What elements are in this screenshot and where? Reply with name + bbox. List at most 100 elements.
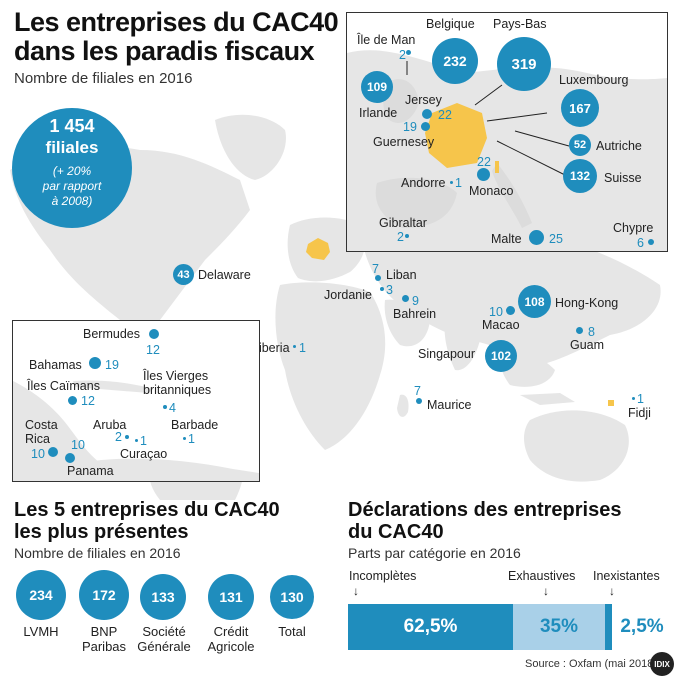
arrow-down-icon: ↓ [609,584,615,598]
label-macao: Macao [482,318,520,332]
dot-bahamas [89,357,101,369]
top5-title: Les 5 entreprises du CAC40 les plus prés… [14,499,280,543]
label-guam: Guam [570,338,605,352]
label-malte: Malte [491,232,522,246]
arrow-down-icon: ↓ [543,584,549,598]
france-inset-highlight [425,103,487,168]
label-iles-vierges: Îles Vierges britanniques [143,369,212,397]
total-note: (+ 20% par rapport à 2008) [12,164,132,209]
bubble-suisse: 132 [563,159,597,193]
bar-segment-2 [605,604,612,650]
dot-bermudes [149,329,159,339]
value-macao: 10 [489,305,503,319]
page-title: Les entreprises du CAC40 dans les paradi… [14,7,339,66]
label-iles-caimans: Îles Caïmans [27,379,100,393]
label-bahamas: Bahamas [29,358,82,372]
value-jersey: 22 [438,108,452,122]
dot-guam [576,327,583,334]
france-highlight [306,238,330,260]
page-subtitle: Nombre de filiales en 2016 [14,70,193,87]
cuba-land [73,380,153,393]
dot-iles-caimans [68,396,77,405]
dot-ile-de-man [406,50,411,55]
company-circle-lvmh: 234 [16,570,66,620]
company-name-bnp: BNP Paribas [81,624,127,654]
dot-jersey [422,109,432,119]
dot-malte [529,230,544,245]
value-iles-vierges: 4 [169,401,176,415]
company-circle-societe-generale: 133 [140,574,186,620]
company-name-total: Total [278,624,306,639]
category-label-2: Inexistantes [593,569,660,583]
south-america-coast-land [93,458,259,481]
arrow-pays-bas [474,84,503,106]
dot-macao [506,306,515,315]
africa-landmass [275,282,386,450]
value-andorre: 1 [455,176,462,190]
label-hong-kong: Hong-Kong [555,296,619,310]
value-costa-rica: 10 [31,447,45,461]
fidji-highlight [608,400,614,406]
madagascar-landmass [397,394,409,417]
dot-bahrein [402,295,409,302]
top5-subtitle: Nombre de filiales en 2016 [14,545,181,561]
arrow-suisse [496,140,570,178]
title-line-1: Les entreprises du CAC40 [14,7,339,37]
label-belgique: Belgique [426,17,475,31]
label-curacao: Curaçao [120,447,168,461]
dot-curacao [135,439,138,442]
value-bahrein: 9 [412,294,419,308]
label-barbade: Barbade [171,418,219,432]
label-maurice: Maurice [427,398,472,412]
label-jersey: Jersey [405,93,442,107]
total-note-line-2: par rapport [42,179,102,193]
value-maurice: 7 [414,384,421,398]
bar-value-label-0: 62,5% [403,616,458,637]
bar-value-label-1: 35% [539,616,579,637]
value-guernesey: 19 [403,120,417,134]
value-monaco: 22 [477,155,491,169]
value-bermudes: 12 [146,343,160,357]
dot-aruba [125,435,129,439]
bar-value-label-2: 2,5% [620,616,664,637]
source-note: Source : Oxfam (mai 2018) [525,658,658,670]
label-liberia: Liberia [252,341,290,355]
arrow-luxembourg [486,112,548,122]
bubble-delaware: 43 [173,264,194,285]
label-gibraltar: Gibraltar [379,216,427,230]
value-jordanie: 3 [386,283,393,297]
caribbean-inset: Bermudes 12 Bahamas 19 Îles Caïmans 12 Î… [12,320,260,482]
total-label: filiales [45,138,99,157]
label-bahrein: Bahrein [393,307,437,321]
label-andorre: Andorre [401,176,446,190]
total-number: 1 454 [49,116,95,136]
label-bermudes: Bermudes [83,327,140,341]
caribbean-inset-map [13,380,259,481]
declarations-title-line-1: Déclarations des entreprises [348,499,622,521]
top5-title-line-1: Les 5 entreprises du CAC40 [14,499,280,521]
arrow-autriche [514,130,570,147]
label-ile-de-man: Île de Man [357,33,416,47]
value-malte: 25 [549,232,563,246]
label-pays-bas: Pays-Bas [493,17,547,31]
label-guernesey: Guernesey [373,135,435,149]
bubble-irlande: 109 [361,71,393,103]
asia-landmass [360,220,661,365]
top5-title-line-2: les plus présentes [14,521,189,543]
arabia-landmass [384,299,430,347]
bubble-pays-bas: 319 [497,37,551,91]
bar-segment-0 [348,604,513,650]
bubble-autriche: 52 [569,134,591,156]
label-costa-rica: Costa Rica [25,418,58,446]
declarations-subtitle: Parts par catégorie en 2016 [348,545,521,561]
dot-maurice [416,398,422,404]
dot-fidji [632,397,635,400]
value-panama: 10 [71,438,85,452]
value-fidji: 1 [637,392,644,406]
value-guam: 8 [588,325,595,339]
company-circle-credit-agricole: 131 [208,574,254,620]
company-name-societe-generale: Société Générale [137,624,191,654]
label-autriche: Autriche [596,139,642,153]
value-ile-de-man: 2 [399,48,406,62]
label-monaco: Monaco [469,184,514,198]
